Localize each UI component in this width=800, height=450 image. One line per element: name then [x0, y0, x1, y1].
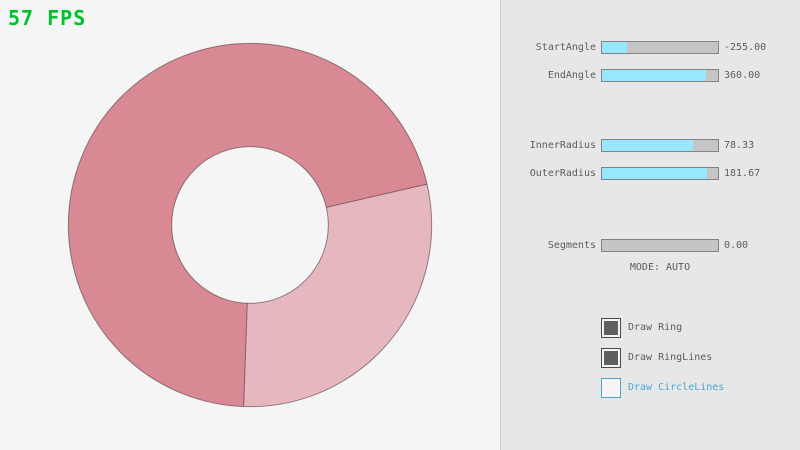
mode-label: MODE: AUTO	[629, 262, 691, 273]
checkbox-row-draw-ringlines[interactable]: Draw RingLines	[501, 348, 800, 368]
slider-segments[interactable]	[601, 239, 719, 252]
slider-label-end-angle: EndAngle	[547, 70, 596, 81]
slider-row-inner-radius: InnerRadius 78.33	[501, 139, 800, 152]
slider-value-inner-radius: 78.33	[724, 140, 755, 151]
fps-counter: 57 FPS	[8, 6, 87, 30]
ring-outer-outline	[67, 42, 433, 408]
slider-start-angle[interactable]	[601, 41, 719, 54]
slider-end-angle[interactable]	[601, 69, 719, 82]
ring-canvas: 57 FPS	[8, 6, 433, 408]
slider-value-end-angle: 360.00	[724, 70, 761, 81]
checkmark-fill	[604, 351, 618, 365]
slider-row-start-angle: StartAngle -255.00	[501, 41, 800, 54]
checkbox-draw-circlelines[interactable]	[601, 378, 621, 398]
slider-label-start-angle: StartAngle	[535, 42, 596, 53]
ring-sector	[243, 184, 432, 407]
checkbox-label-draw-circlelines: Draw CircleLines	[628, 382, 725, 393]
checkmark-fill	[604, 321, 618, 335]
slider-row-segments: Segments 0.00	[501, 239, 800, 252]
slider-value-segments: 0.00	[724, 240, 749, 251]
slider-outer-radius[interactable]	[601, 167, 719, 180]
ring-radial-line-end	[326, 183, 428, 208]
slider-fill	[602, 140, 693, 151]
slider-fill	[602, 42, 628, 53]
checkbox-label-draw-ring: Draw Ring	[628, 322, 683, 333]
ring-radial-line-start	[243, 303, 248, 407]
slider-inner-radius[interactable]	[601, 139, 719, 152]
ring-inner-outline	[171, 146, 329, 304]
slider-label-segments: Segments	[547, 240, 596, 251]
slider-fill	[602, 168, 708, 179]
checkbox-draw-ring[interactable]	[601, 318, 621, 338]
ring-figure	[67, 42, 433, 408]
slider-fill	[602, 70, 707, 81]
slider-value-outer-radius: 181.67	[724, 168, 761, 179]
control-panel: StartAngle -255.00 EndAngle 360.00 Inner…	[500, 0, 800, 450]
checkbox-label-draw-ringlines: Draw RingLines	[628, 352, 713, 363]
slider-label-inner-radius: InnerRadius	[529, 140, 596, 151]
slider-row-end-angle: EndAngle 360.00	[501, 69, 800, 82]
checkbox-row-draw-circlelines[interactable]: Draw CircleLines	[501, 378, 800, 398]
slider-row-outer-radius: OuterRadius 181.67	[501, 167, 800, 180]
checkbox-row-draw-ring[interactable]: Draw Ring	[501, 318, 800, 338]
checkbox-draw-ringlines[interactable]	[601, 348, 621, 368]
slider-value-start-angle: -255.00	[724, 42, 767, 53]
slider-label-outer-radius: OuterRadius	[529, 168, 596, 179]
